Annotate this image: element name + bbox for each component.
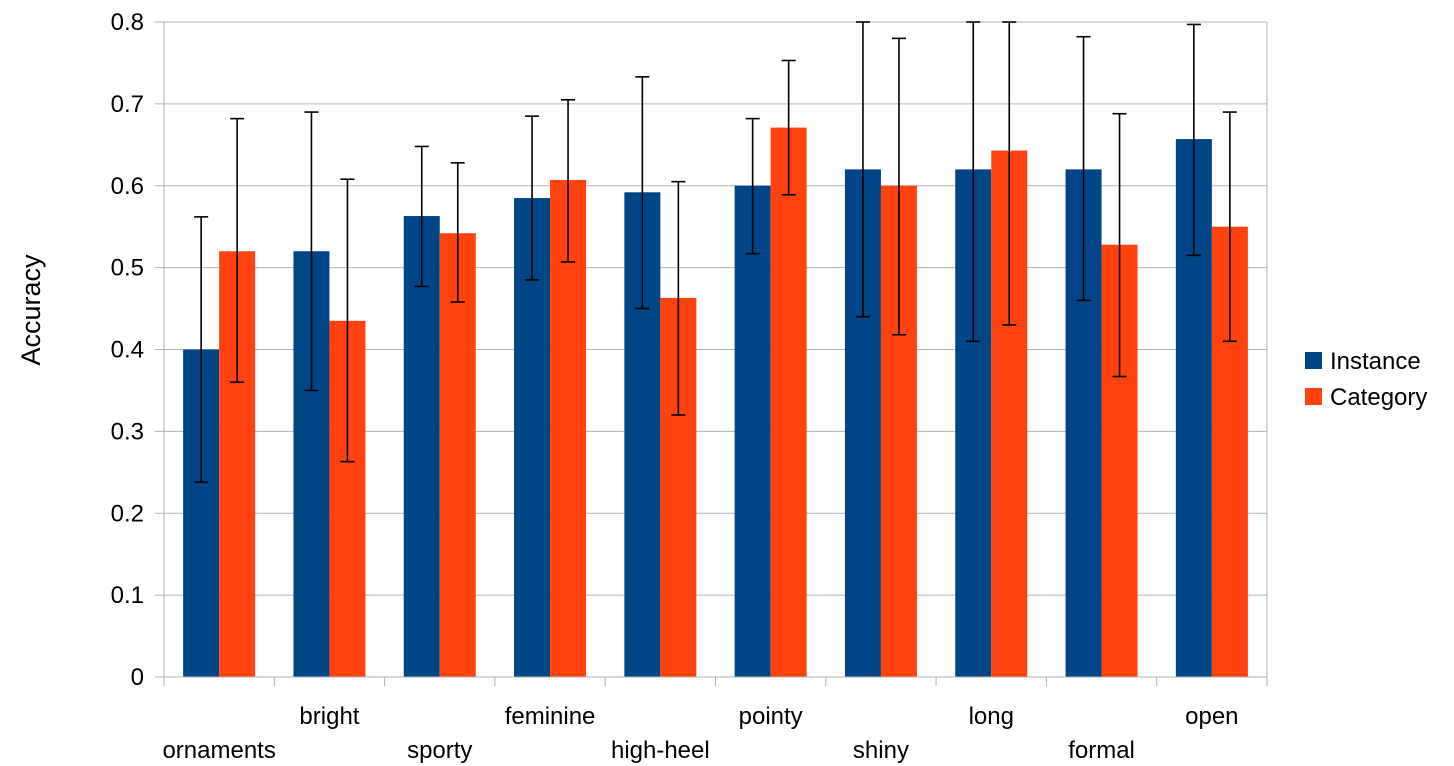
x-tick-label: sporty <box>407 737 472 764</box>
x-tick-label: formal <box>1068 737 1135 764</box>
bar-instance <box>403 216 440 677</box>
legend-swatch-instance <box>1305 352 1322 369</box>
y-tick-label: 0.3 <box>111 418 144 445</box>
y-tick-label: 0.4 <box>111 337 144 364</box>
x-tick-label: ornaments <box>162 737 275 764</box>
x-tick-label: feminine <box>505 703 596 730</box>
y-axis-title: Accuracy <box>16 254 46 366</box>
y-tick-label: 0.7 <box>111 91 144 118</box>
bar-category <box>439 233 476 678</box>
legend-label-instance: Instance <box>1330 348 1421 375</box>
bar-category <box>770 127 807 677</box>
error-bars <box>194 21 1237 483</box>
x-tick-label: high-heel <box>611 737 710 764</box>
x-tick-label: bright <box>299 703 359 730</box>
y-tick-label: 0.8 <box>111 9 144 36</box>
legend-swatch-category <box>1305 388 1322 405</box>
bar-instance <box>734 185 771 677</box>
x-tick-label: pointy <box>739 703 803 730</box>
bars <box>183 127 1248 678</box>
x-tick-labels: ornaments bright sporty feminine high-heel po… <box>162 703 1238 764</box>
y-tick-label: 0.2 <box>111 500 144 527</box>
legend: Instance Category <box>1305 348 1427 411</box>
y-tick-label: 0.6 <box>111 173 144 200</box>
x-tick-label: open <box>1185 703 1238 730</box>
y-tick-label: 0 <box>131 664 144 691</box>
legend-label-category: Category <box>1330 384 1427 411</box>
x-tick-label: long <box>969 703 1014 730</box>
y-tick-labels: 0 0.1 0.2 0.3 0.4 0.5 0.6 0.7 0.8 <box>111 9 144 691</box>
y-tick-label: 0.5 <box>111 255 144 282</box>
axes <box>155 21 1268 686</box>
y-tick-label: 0.1 <box>111 582 144 609</box>
x-tick-label: shiny <box>853 737 909 764</box>
bar-category <box>550 180 587 678</box>
